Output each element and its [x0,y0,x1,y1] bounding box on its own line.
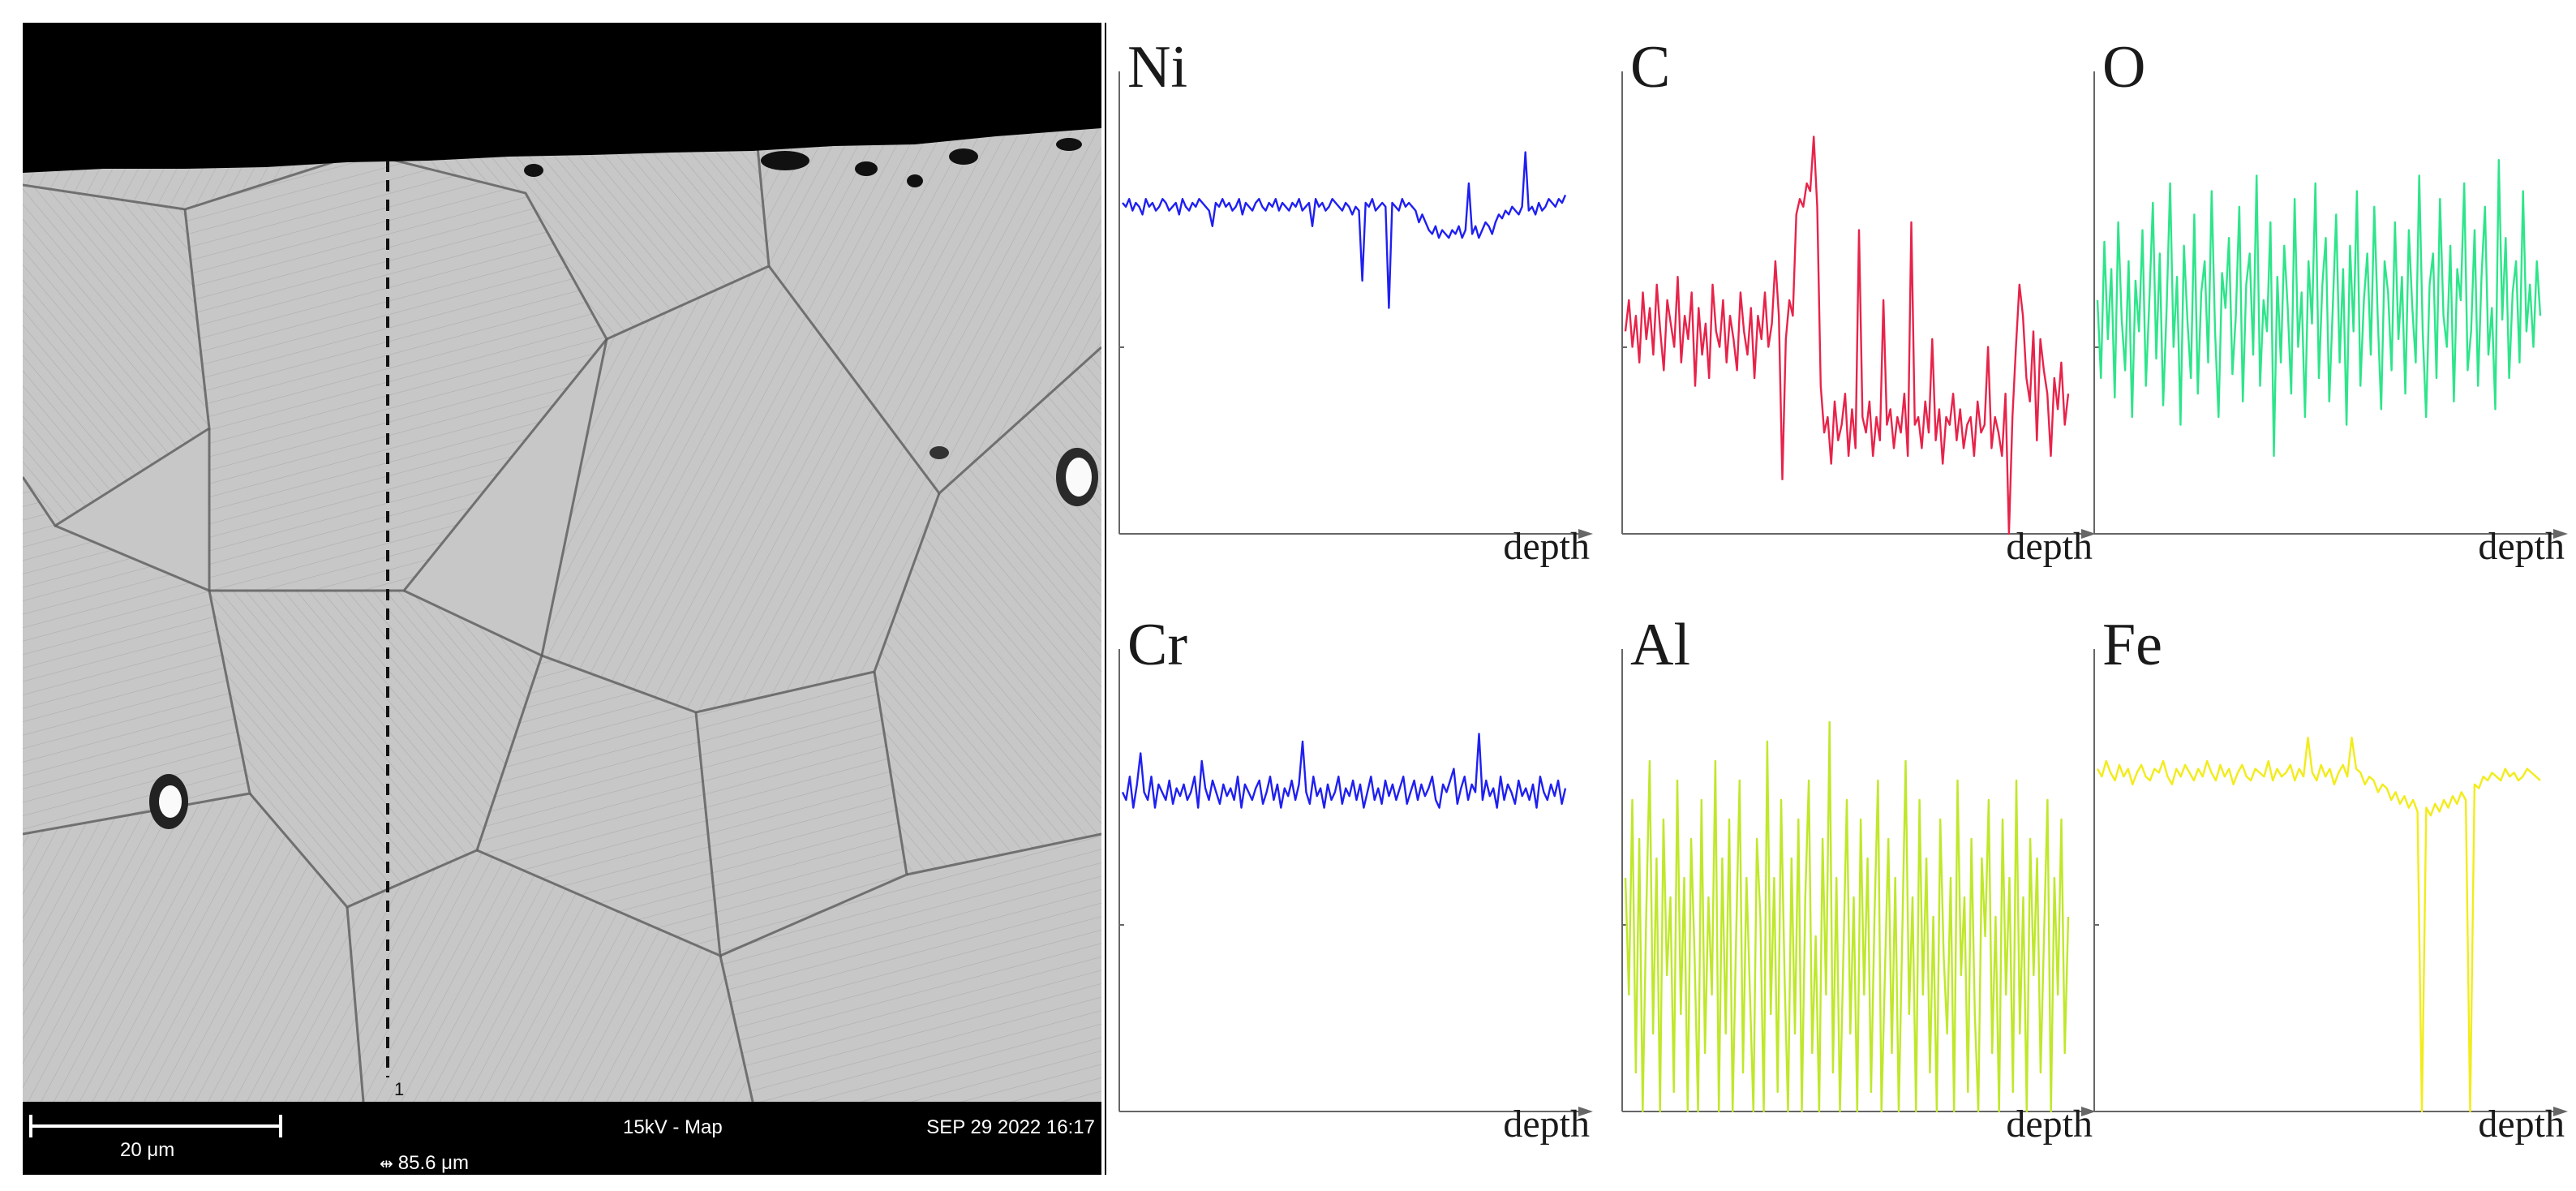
scale-bar [29,1115,282,1137]
x-axis-label: depth [2006,525,2093,568]
linescan-chart-fe: Fe depth [2086,600,2573,1144]
linescan-chart-c: C depth [1614,23,2101,566]
series-line [2096,158,2542,458]
linescan-marker: 1 [394,1079,404,1099]
scale-bar-label: 20 μm [120,1139,175,1161]
x-axis-arrow [2081,1107,2096,1116]
series-line [1121,733,1567,809]
linescan-svg-o [2093,71,2568,539]
series-line [2096,736,2541,1113]
series-line [1624,135,2070,535]
field-width: ⇹ 85.6 μm [380,1152,469,1175]
chart-title: Al [1630,612,1690,678]
x-axis-label: depth [1503,1103,1590,1146]
x-axis-label: depth [2478,1103,2565,1146]
sem-micrograph-panel: 1 20 μm ⇹ 85.6 μm 15kV - Map SEP 29 2022 … [23,23,1101,1175]
linescan-chart-o: O depth [2086,23,2573,566]
horizontal-field-width-icon: ⇹ [380,1155,393,1173]
chart-title: O [2102,34,2146,101]
sem-micrograph-image: 1 [23,23,1101,1102]
beam-mode: 15kV - Map [623,1116,723,1138]
field-width-value: 85.6 μm [397,1152,469,1174]
series-line [1624,720,2070,1113]
timestamp: SEP 29 2022 16:17 [926,1116,1095,1138]
sem-databar: 20 μm ⇹ 85.6 μm 15kV - Map SEP 29 2022 16… [23,1102,1101,1175]
x-axis-label: depth [2006,1103,2093,1146]
linescan-svg-al [1621,649,2096,1116]
linescan-chart-ni: Ni depth [1111,23,1598,566]
x-axis-arrow [1578,529,1593,539]
chart-title: Cr [1127,612,1187,678]
linescan-svg-c [1621,71,2096,539]
linescan-svg-ni [1118,71,1593,539]
linescan-svg-fe [2093,649,2568,1116]
x-axis-label: depth [2478,525,2565,568]
series-line [1122,151,1567,309]
chart-title: Fe [2102,612,2162,678]
linescan-svg-cr [1118,649,1593,1116]
x-axis-arrow [2081,529,2096,539]
linescan-chart-al: Al depth [1614,600,2101,1144]
x-axis-arrow [2553,529,2568,539]
x-axis-arrow [2553,1107,2568,1116]
linescan-chart-cr: Cr depth [1111,600,1598,1144]
chart-title: Ni [1127,34,1187,101]
chart-title: C [1630,34,1671,101]
x-axis-arrow [1578,1107,1593,1116]
x-axis-label: depth [1503,525,1590,568]
panel-divider [1105,23,1106,1175]
